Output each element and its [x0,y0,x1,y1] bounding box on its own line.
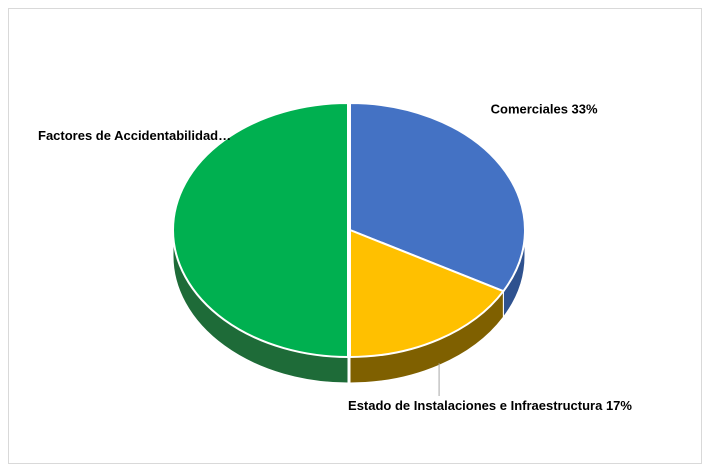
slice-top-0 [349,101,526,293]
slice-label-comerciales: Comerciales 33% [491,101,598,116]
slice-label-factores-accidentabilidad: Factores de Accidentabilidad… [38,128,231,143]
slice-label-estado-instalaciones: Estado de Instalaciones e Infraestructur… [348,398,632,413]
slice-top-2 [172,101,349,359]
pie-top-layer [172,101,526,359]
slice-top-1 [349,228,505,359]
